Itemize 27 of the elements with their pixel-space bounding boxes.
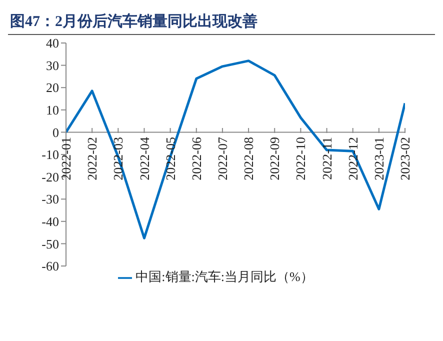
y-tick-label: -20: [42, 169, 59, 184]
y-tick-label: -40: [42, 214, 59, 230]
x-tick-label: 2022-10: [293, 137, 308, 180]
x-tick-label: 2023-01: [371, 137, 386, 180]
x-tick-label: 2022-09: [267, 137, 282, 180]
y-tick-label: -10: [42, 147, 59, 162]
chart-title: 图47：2月份后汽车销量同比出现改善: [8, 8, 435, 35]
x-tick-label: 2022-04: [136, 136, 152, 180]
x-tick-label: 2022-06: [188, 136, 204, 180]
x-tick-label: 2022-11: [319, 137, 334, 180]
legend-label: 中国:销量:汽车:当月同比（%）: [136, 269, 314, 284]
y-tick-label: 20: [46, 80, 59, 96]
y-tick-label: 10: [46, 102, 59, 118]
y-tick-label: -60: [42, 258, 59, 274]
y-tick-label: -50: [42, 236, 59, 252]
y-tick-label: 0: [52, 124, 59, 140]
y-tick-label: -30: [42, 192, 59, 207]
x-tick-label: 2022-07: [215, 136, 230, 180]
x-tick-label: 2022-12: [345, 137, 360, 180]
x-tick-label: 2022-03: [110, 137, 126, 180]
y-tick-label: 40: [46, 36, 59, 51]
x-tick-label: 2022-08: [241, 137, 256, 180]
x-tick-label: 2022-01: [58, 137, 74, 180]
x-tick-label: 2022-02: [84, 137, 100, 180]
y-tick-label: 30: [46, 58, 59, 73]
x-tick-label: 2022-05: [162, 137, 178, 180]
x-tick-label: 2023-02: [398, 137, 413, 180]
